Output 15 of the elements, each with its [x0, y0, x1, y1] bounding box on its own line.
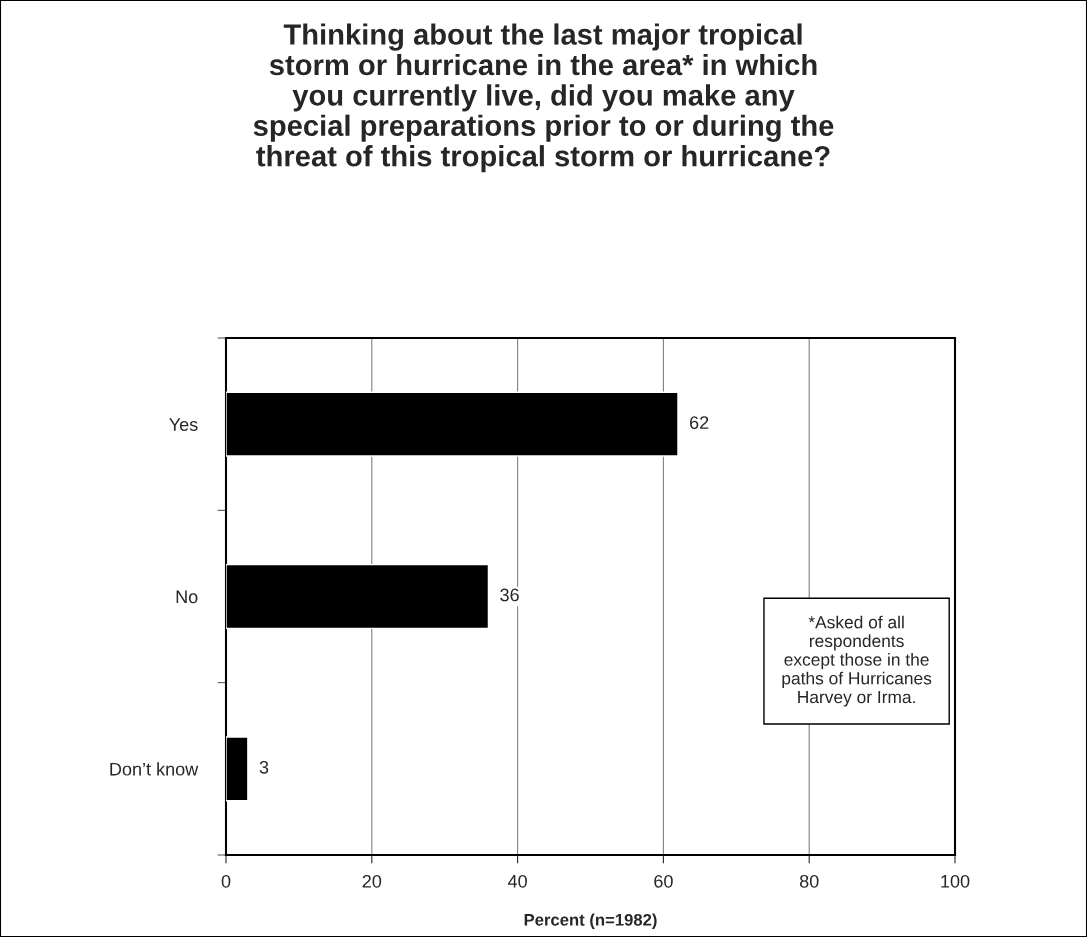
y-tick-label: Yes	[169, 418, 198, 431]
x-tick-label: 80	[799, 874, 819, 888]
data-label: 36	[500, 588, 519, 602]
x-tick-label: 20	[362, 874, 382, 888]
x-tick-label: 0	[221, 874, 231, 888]
data-label: 62	[690, 416, 709, 430]
x-tick-label: 40	[507, 874, 527, 888]
data-label: 3	[259, 760, 269, 774]
x-tick-label: 100	[941, 874, 970, 888]
y-tick-label: Don’t know	[110, 762, 199, 776]
y-tick-label: No	[176, 590, 198, 604]
chart-title: Thinking about the last major tropical storm or hurricane in the area* in which you currently live, did you make any special preparations prior to or during the threat of this tropical storm or hurricane?	[253, 23, 834, 173]
annotation: *Asked of all respondents except those in the paths of Hurricanes Harvey or Irma.	[782, 615, 932, 707]
x-axis-title: Percent (n=1982)	[524, 913, 657, 930]
x-tick-label: 60	[654, 874, 673, 888]
